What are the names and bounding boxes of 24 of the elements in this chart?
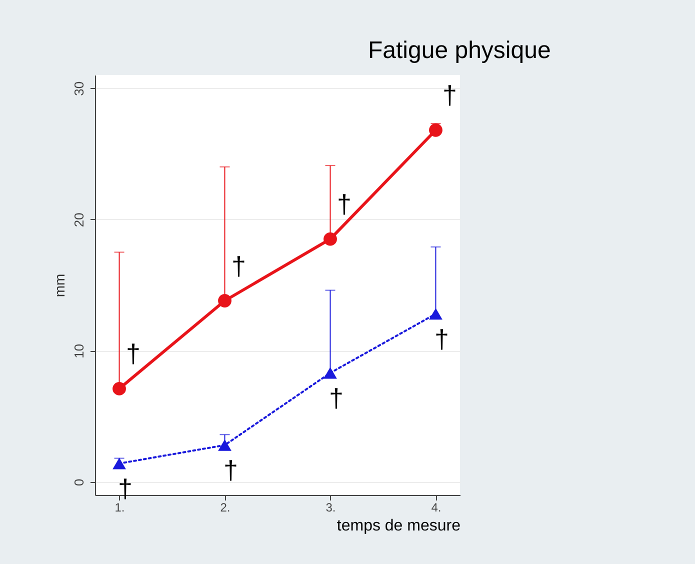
y-tick-label: 10: [72, 344, 86, 358]
point: [218, 439, 232, 451]
x-tick-label: 1.: [114, 500, 125, 514]
annotation: †: [442, 80, 457, 110]
y-tick-label: 0: [72, 478, 86, 486]
annotation: †: [337, 189, 352, 220]
y-tick-label: 30: [72, 81, 86, 96]
x-tick-label: 2.: [220, 500, 230, 514]
point: [112, 458, 126, 470]
point: [112, 382, 126, 396]
x-tick-label: 4.: [431, 500, 442, 514]
annotation: †: [434, 324, 449, 354]
point: [324, 232, 337, 246]
annotation: †: [232, 250, 246, 281]
point: [218, 294, 232, 308]
chart-title: Fatigue physique: [368, 37, 551, 64]
annotation: †: [329, 382, 344, 413]
y-tick-label: 20: [72, 212, 86, 228]
y-axis-title: mm: [52, 274, 68, 298]
x-axis-title: temps de mesure: [336, 518, 461, 534]
annotation: †: [126, 338, 140, 369]
annotation: †: [224, 455, 238, 486]
point: [429, 123, 442, 137]
x-tick-label: 3.: [326, 500, 336, 514]
